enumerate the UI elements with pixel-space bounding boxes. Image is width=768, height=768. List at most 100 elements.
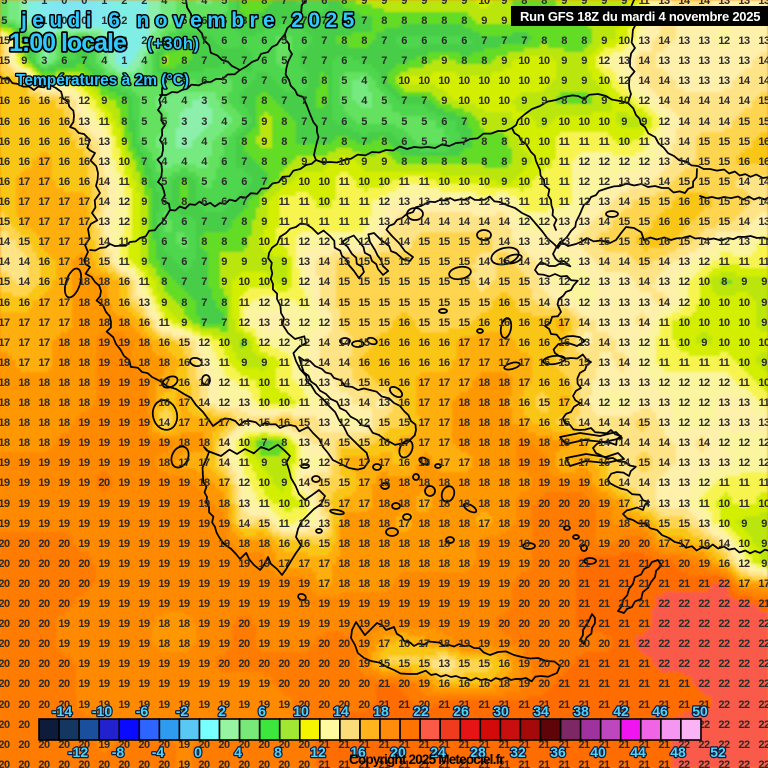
svg-text:15: 15 [338,276,350,288]
svg-text:11: 11 [759,236,768,248]
svg-text:11: 11 [279,216,290,228]
svg-text:10: 10 [218,337,230,349]
svg-text:19: 19 [418,598,430,610]
svg-text:19: 19 [258,598,270,610]
svg-text:15: 15 [338,297,350,309]
svg-text:11: 11 [239,457,250,469]
svg-text:11: 11 [759,256,768,268]
svg-text:18: 18 [98,276,110,288]
svg-text:10: 10 [518,116,530,128]
svg-text:9: 9 [101,95,107,107]
svg-text:14: 14 [638,276,651,288]
svg-text:13: 13 [658,55,670,67]
svg-text:9: 9 [461,0,467,7]
svg-text:14: 14 [198,377,211,389]
svg-text:12: 12 [258,297,270,309]
svg-text:7: 7 [221,317,227,329]
svg-text:13: 13 [598,297,610,309]
svg-text:16: 16 [398,457,410,469]
svg-text:12: 12 [578,276,590,288]
svg-text:11: 11 [339,216,350,228]
svg-text:13: 13 [638,297,650,309]
svg-text:9: 9 [381,156,387,168]
svg-text:8: 8 [481,156,487,168]
svg-text:18: 18 [238,538,250,550]
svg-text:19: 19 [198,498,210,510]
svg-text:14: 14 [758,176,768,188]
svg-text:14: 14 [658,176,671,188]
svg-text:5: 5 [221,136,227,148]
svg-text:9: 9 [761,297,767,309]
svg-text:18: 18 [0,377,10,389]
svg-text:8: 8 [561,35,567,47]
svg-text:10: 10 [758,337,768,349]
svg-text:13: 13 [678,457,690,469]
svg-text:14: 14 [98,236,111,248]
svg-text:9: 9 [281,457,287,469]
svg-text:12: 12 [338,417,350,429]
svg-text:7: 7 [281,0,287,7]
svg-text:13: 13 [538,236,550,248]
svg-text:17: 17 [418,417,430,429]
svg-text:8: 8 [221,236,227,248]
svg-text:19: 19 [118,457,130,469]
svg-text:19: 19 [38,477,50,489]
svg-text:5: 5 [341,75,347,87]
svg-text:13: 13 [638,377,650,389]
svg-text:20: 20 [78,578,90,590]
svg-text:14: 14 [738,95,751,107]
svg-text:18: 18 [98,317,110,329]
svg-text:12: 12 [698,417,710,429]
svg-text:19: 19 [598,538,610,550]
svg-text:9: 9 [501,15,507,27]
svg-text:15: 15 [298,417,310,429]
svg-text:15: 15 [438,297,450,309]
svg-text:12: 12 [238,477,250,489]
svg-text:19: 19 [118,357,130,369]
svg-text:7: 7 [321,55,327,67]
svg-text:16: 16 [438,357,450,369]
svg-text:15: 15 [418,256,430,268]
svg-text:17: 17 [478,357,490,369]
svg-text:16: 16 [398,317,410,329]
svg-text:10: 10 [538,75,550,87]
svg-text:13: 13 [658,0,670,7]
svg-text:1: 1 [101,0,107,7]
svg-text:20: 20 [578,498,590,510]
svg-text:14: 14 [738,176,751,188]
svg-text:15: 15 [618,236,630,248]
svg-text:13: 13 [718,397,730,409]
svg-text:9: 9 [621,116,627,128]
svg-text:11: 11 [119,236,130,248]
svg-text:14: 14 [638,55,651,67]
svg-text:14: 14 [578,397,591,409]
svg-text:10: 10 [258,276,270,288]
svg-text:20: 20 [18,618,30,630]
svg-text:9: 9 [221,256,227,268]
svg-text:12: 12 [218,377,230,389]
svg-text:11: 11 [159,317,170,329]
svg-text:18: 18 [478,498,490,510]
svg-text:17: 17 [38,156,50,168]
svg-text:16: 16 [18,156,30,168]
svg-text:5: 5 [241,116,247,128]
svg-text:19: 19 [598,498,610,510]
svg-text:15: 15 [338,437,350,449]
svg-text:13: 13 [618,377,630,389]
svg-text:13: 13 [558,236,570,248]
svg-text:12: 12 [758,457,768,469]
svg-text:11: 11 [699,498,710,510]
svg-text:15: 15 [518,276,530,288]
svg-text:12: 12 [718,236,730,248]
svg-text:5: 5 [381,116,387,128]
svg-text:14: 14 [518,256,531,268]
svg-text:13: 13 [758,216,768,228]
svg-text:19: 19 [518,518,530,530]
svg-text:17: 17 [198,417,210,429]
svg-text:8: 8 [361,35,367,47]
svg-text:17: 17 [218,477,230,489]
svg-text:9: 9 [761,317,767,329]
svg-text:19: 19 [198,538,210,550]
svg-text:14: 14 [18,256,31,268]
svg-text:7: 7 [321,136,327,148]
